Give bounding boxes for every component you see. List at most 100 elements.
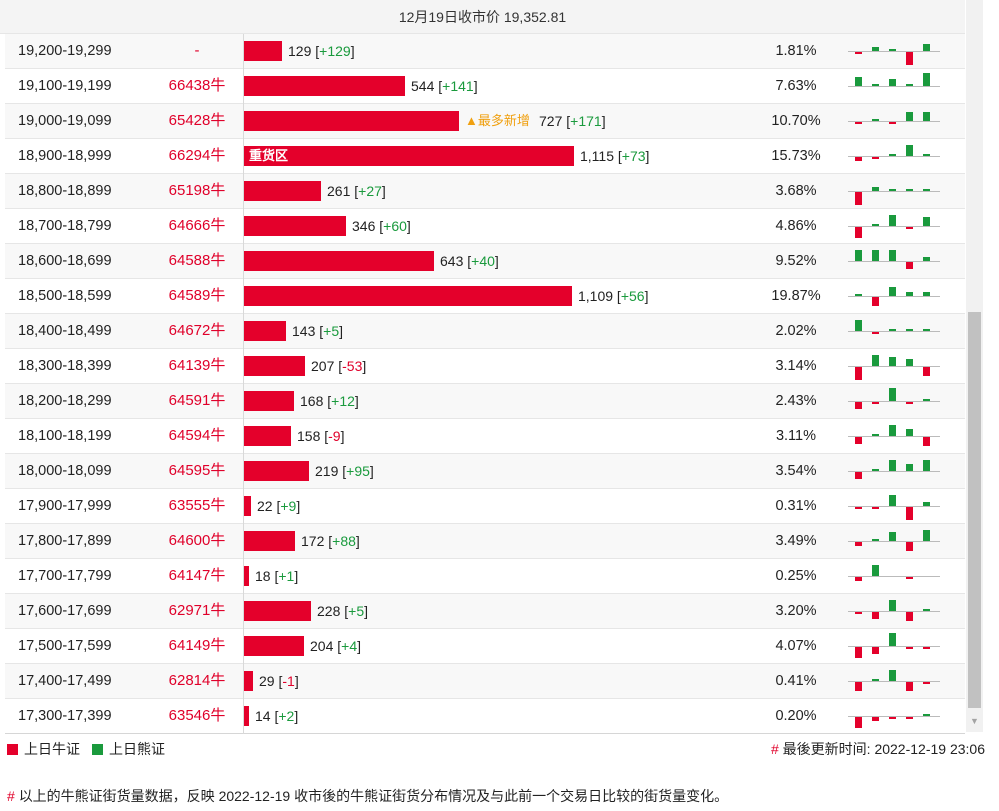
trend-sparkline <box>848 36 940 67</box>
table-row: 17,800-17,899 64600牛 172 [+88] 3.49% <box>5 524 965 559</box>
sparkline-bear-bar <box>906 112 913 121</box>
percentage: 4.86% <box>775 218 817 234</box>
strike-range: 17,600-17,699 <box>18 603 112 619</box>
percentage: 3.14% <box>775 358 817 374</box>
legend-bear-label: 上日熊证 <box>109 741 165 757</box>
sparkline-axis <box>848 401 940 402</box>
quantity-change: +5 <box>348 603 365 619</box>
bull-count: 65428牛 <box>168 112 226 129</box>
sparkline-bull-bar <box>855 717 862 728</box>
sparkline-axis <box>848 611 940 612</box>
sparkline-bear-bar <box>923 502 930 506</box>
sparkline-bull-bar <box>855 682 862 691</box>
table-row: 18,100-18,199 64594牛 158 [-9] 3.11% <box>5 419 965 454</box>
heavy-zone-label: 重货区 <box>249 148 289 163</box>
table-row: 18,200-18,299 64591牛 168 [+12] 2.43% <box>5 384 965 419</box>
strike-range: 19,100-19,199 <box>18 78 112 94</box>
trend-sparkline <box>848 666 940 697</box>
strike-range: 19,000-19,099 <box>18 113 112 129</box>
percentage: 3.49% <box>775 533 817 549</box>
sparkline-bear-bar <box>889 250 896 261</box>
quantity-number: 172 <box>301 533 325 549</box>
quantity-value: 204 [+4] <box>310 638 361 654</box>
column-divider <box>243 419 244 454</box>
sparkline-axis <box>848 121 940 122</box>
quantity-number: 1,115 <box>580 148 614 164</box>
table-row: 18,400-18,499 64672牛 143 [+5] 2.02% <box>5 314 965 349</box>
quantity-change: -9 <box>328 428 341 444</box>
sparkline-bear-bar <box>872 539 879 541</box>
table-row: 17,500-17,599 64149牛 204 [+4] 4.07% <box>5 629 965 664</box>
column-divider <box>243 384 244 419</box>
sparkline-bear-bar <box>889 388 896 401</box>
bull-count: 64149牛 <box>168 637 226 654</box>
strike-range: 17,400-17,499 <box>18 673 112 689</box>
strike-range: 17,300-17,399 <box>18 708 112 724</box>
quantity-value: 129 [+129] <box>288 43 355 59</box>
scrollbar-thumb[interactable] <box>968 312 981 708</box>
scroll-down-arrow-icon[interactable]: ▼ <box>970 716 979 726</box>
quantity-bar <box>244 566 249 586</box>
quantity-value: 18 [+1] <box>255 568 299 584</box>
sparkline-bull-bar <box>855 227 862 238</box>
quantity-value: 228 [+5] <box>317 603 368 619</box>
column-divider <box>243 279 244 314</box>
sparkline-bear-bar <box>889 425 896 436</box>
last-updated-text: 最後更新时间: 2022-12-19 23:06 <box>782 741 985 757</box>
column-divider <box>243 664 244 699</box>
strike-range: 17,500-17,599 <box>18 638 112 654</box>
table-row: 18,800-18,899 65198牛 261 [+27] 3.68% <box>5 174 965 209</box>
bull-count: 64588牛 <box>168 252 226 269</box>
bull-count: 64139牛 <box>168 357 226 374</box>
table-row: 17,700-17,799 64147牛 18 [+1] 0.25% <box>5 559 965 594</box>
sparkline-bear-bar <box>923 460 930 471</box>
sparkline-bear-bar <box>923 154 930 156</box>
bull-count: 64672牛 <box>168 322 226 339</box>
sparkline-bear-bar <box>855 294 862 296</box>
sparkline-bull-bar <box>855 52 862 54</box>
column-divider <box>243 244 244 279</box>
quantity-bar: 重货区 <box>244 146 574 166</box>
sparkline-axis <box>848 506 940 507</box>
trend-sparkline <box>848 211 940 242</box>
quantity-bar <box>244 111 459 131</box>
quantity-number: 544 <box>411 78 435 94</box>
quantity-value: 143 [+5] <box>292 323 343 339</box>
sparkline-bear-bar <box>872 469 879 471</box>
quantity-bar <box>244 601 311 621</box>
percentage: 15.73% <box>771 148 821 164</box>
table-row: 19,200-19,299 - 129 [+129] 1.81% <box>5 34 965 69</box>
quantity-number: 204 <box>310 638 334 654</box>
bull-count: 64594牛 <box>168 427 226 444</box>
column-divider <box>243 209 244 244</box>
sparkline-axis <box>848 226 940 227</box>
table-row: 18,000-18,099 64595牛 219 [+95] 3.54% <box>5 454 965 489</box>
quantity-value: 1,115 [+73] <box>580 148 650 164</box>
quantity-value: 172 [+88] <box>301 533 360 549</box>
quantity-bar <box>244 76 405 96</box>
sparkline-bear-bar <box>923 714 930 716</box>
quantity-number: 643 <box>440 253 464 269</box>
sparkline-bear-bar <box>889 49 896 51</box>
quantity-value: 29 [-1] <box>259 673 299 689</box>
sparkline-bull-bar <box>889 717 896 719</box>
sparkline-axis <box>848 86 940 87</box>
footnote-text: 以上的牛熊证街货量数据，反映 2022-12-19 收市後的牛熊证街货分布情况及… <box>18 788 729 804</box>
percentage: 0.25% <box>775 568 817 584</box>
quantity-change: +9 <box>280 498 297 514</box>
strike-range: 18,500-18,599 <box>18 288 112 304</box>
quantity-value: 727 [+171] <box>539 113 606 129</box>
outstanding-table: 19,200-19,299 - 129 [+129] 1.81% 19,100-19,1… <box>5 34 965 734</box>
sparkline-bear-bar <box>872 355 879 366</box>
column-divider <box>243 489 244 524</box>
percentage: 4.07% <box>775 638 817 654</box>
sparkline-bull-bar <box>872 647 879 654</box>
column-divider <box>243 454 244 489</box>
trend-sparkline <box>848 701 940 732</box>
quantity-number: 143 <box>292 323 316 339</box>
sparkline-bear-bar <box>906 292 913 296</box>
quantity-change: +60 <box>383 218 407 234</box>
strike-range: 18,100-18,199 <box>18 428 112 444</box>
quantity-bar <box>244 706 249 726</box>
quantity-number: 168 <box>300 393 324 409</box>
